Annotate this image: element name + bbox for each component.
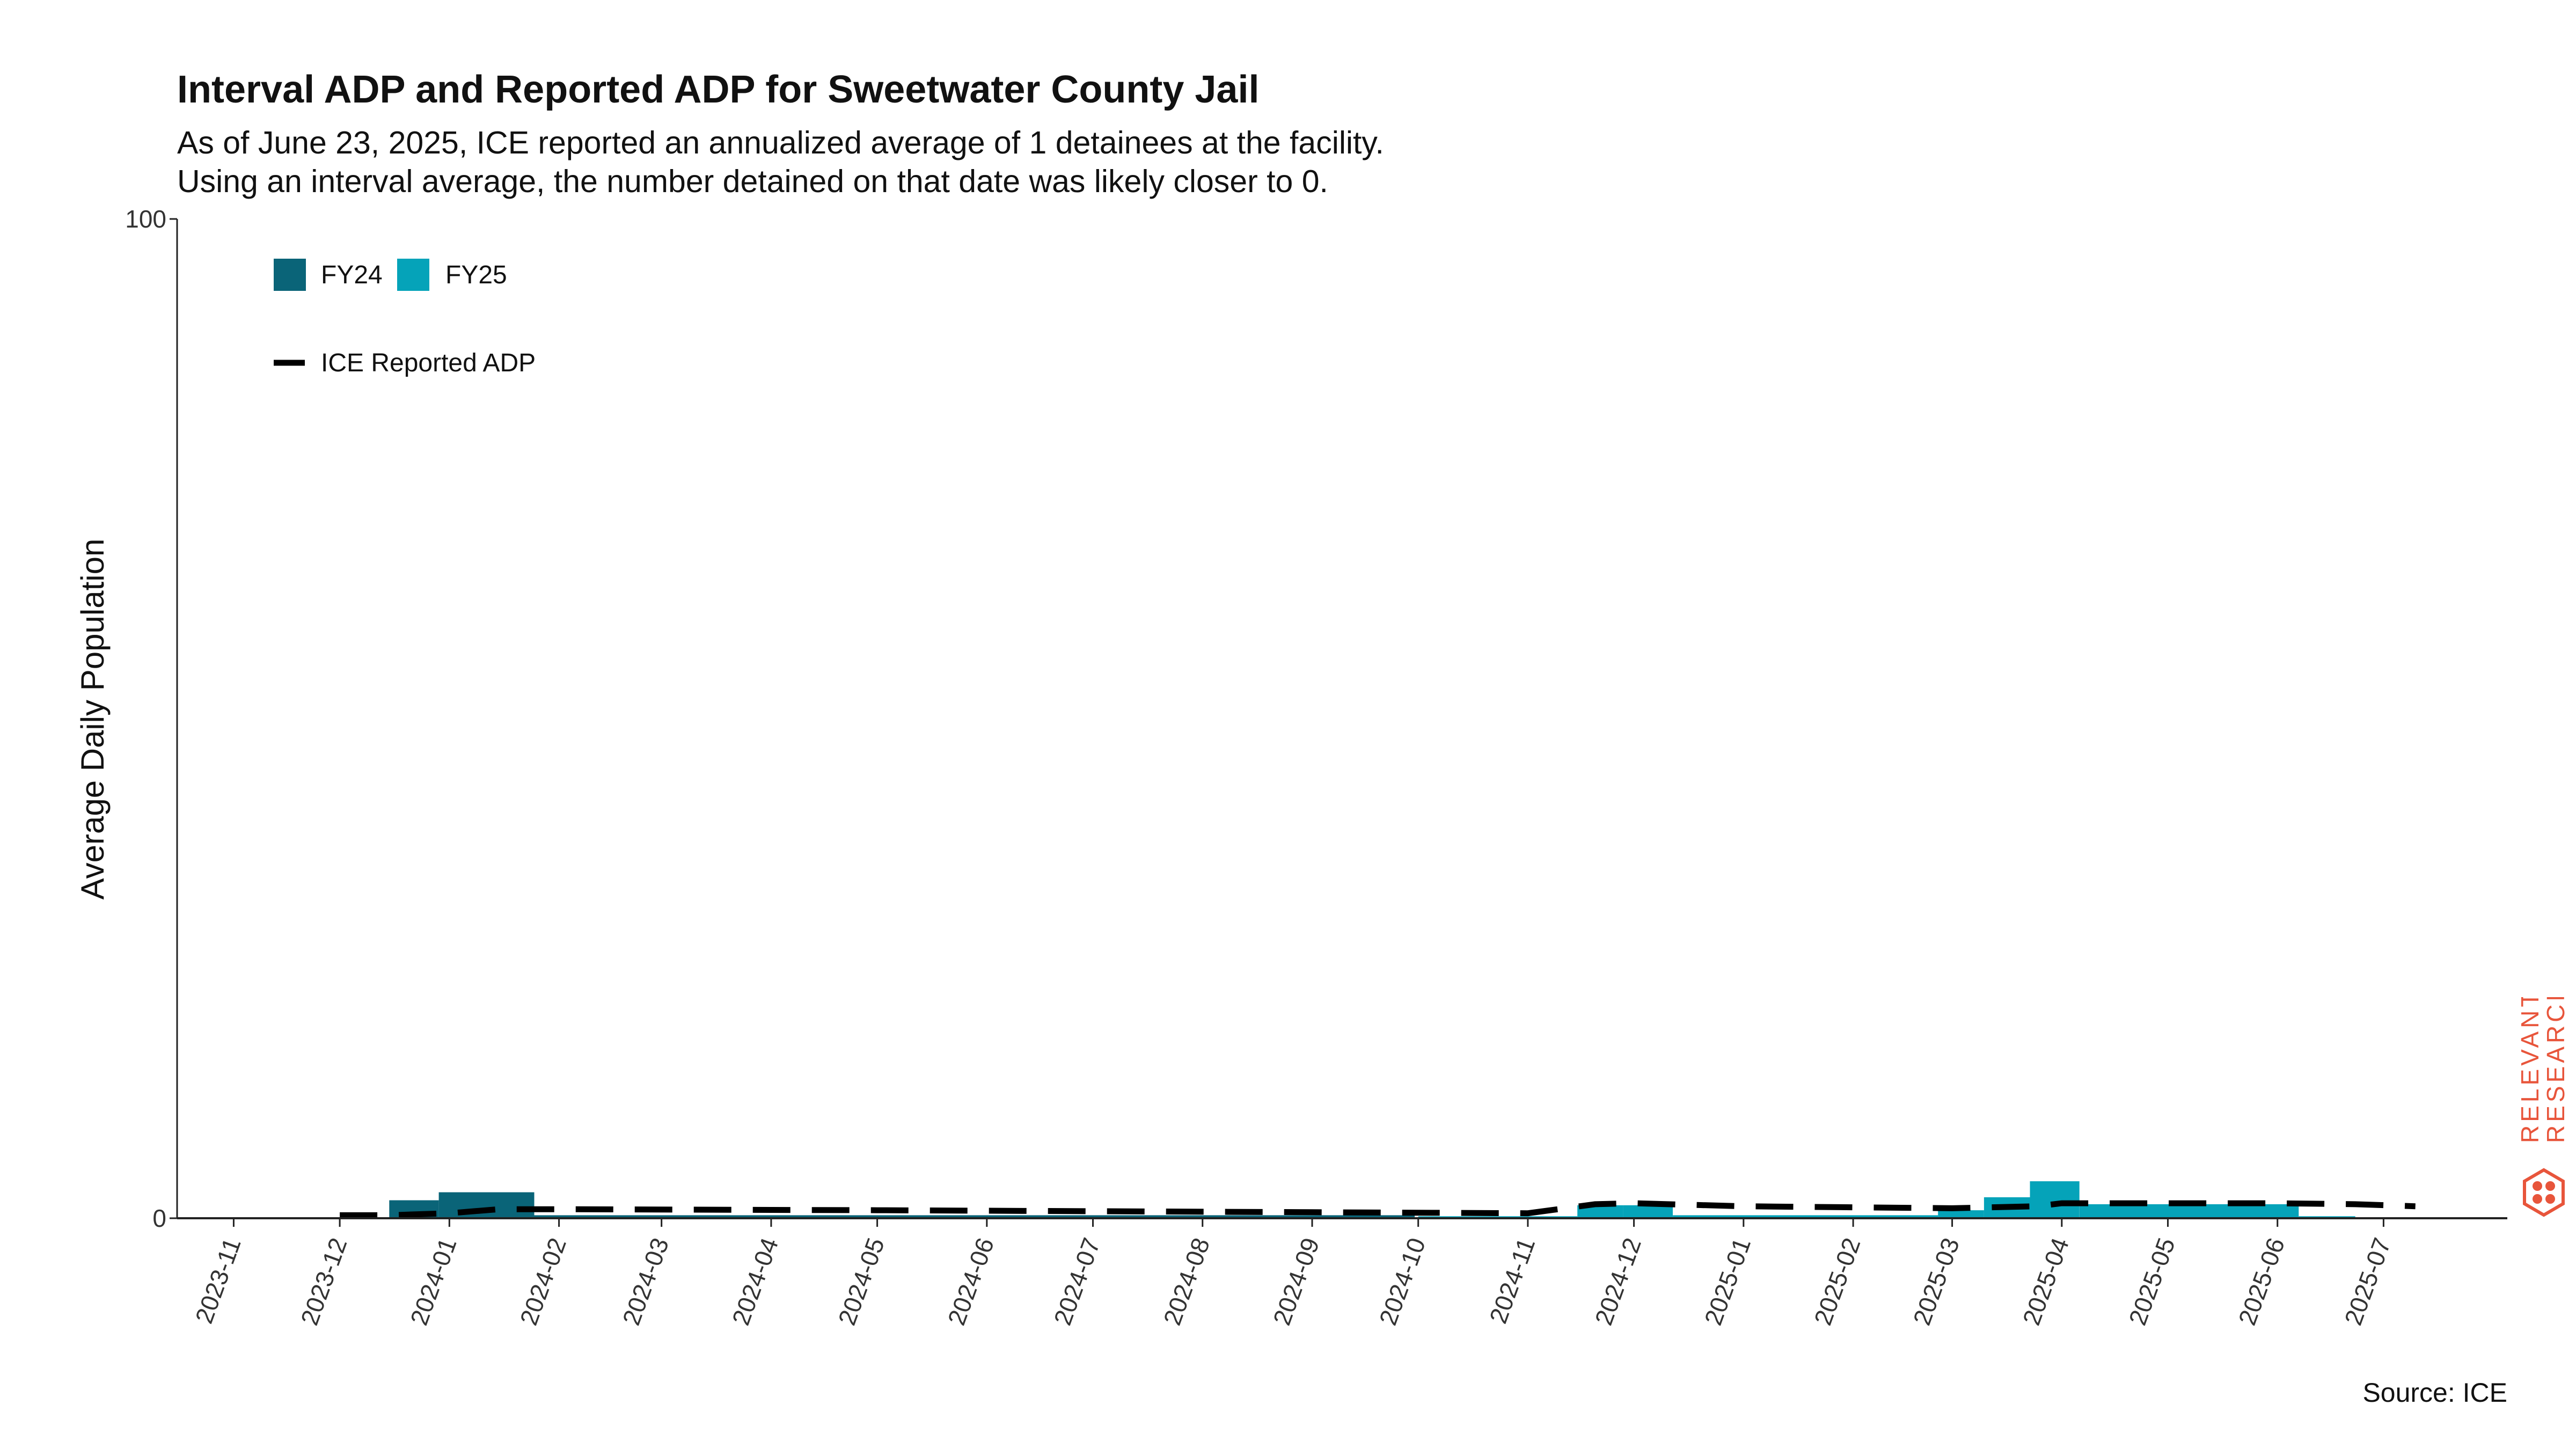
chart-subtitle-line-2: Using an interval average, the number de… — [177, 164, 1328, 199]
bar-fy25-6 — [2030, 1181, 2080, 1218]
relevant-research-logo: RELEVANT RESEARCH — [2516, 997, 2570, 1217]
bar-fy25-4 — [1938, 1210, 1984, 1218]
x-tick-label-3: 2024-02 — [514, 1234, 572, 1329]
x-tick-label-11: 2024-10 — [1373, 1234, 1431, 1329]
chart-title: Interval ADP and Reported ADP for Sweetw… — [177, 68, 1260, 111]
y-axis-ticks: 0 100 — [125, 205, 177, 1232]
reported-adp-line — [340, 1200, 2416, 1218]
x-tick-label-14: 2025-01 — [1699, 1234, 1757, 1329]
x-tick-label-17: 2025-04 — [2017, 1234, 2075, 1329]
legend-swatch-fy25 — [397, 259, 429, 291]
x-tick-label-10: 2024-09 — [1268, 1234, 1325, 1329]
x-tick-label-9: 2024-08 — [1158, 1234, 1215, 1329]
source-note: Source: ICE — [2362, 1378, 2507, 1408]
x-tick-label-20: 2025-07 — [2339, 1234, 2396, 1329]
x-tick-label-2: 2024-01 — [405, 1234, 462, 1329]
legend: FY24 FY25 ICE Reported ADP — [274, 259, 536, 377]
legend-label-reported-adp: ICE Reported ADP — [321, 349, 536, 377]
reported-adp-layer — [340, 1200, 2416, 1218]
logo-text-relevant: RELEVANT — [2516, 997, 2544, 1143]
logo-hexagon-icon — [2523, 1168, 2565, 1217]
bar-fy25-2 — [1623, 1205, 1673, 1218]
x-tick-label-13: 2024-12 — [1589, 1234, 1646, 1329]
x-tick-label-8: 2024-07 — [1048, 1234, 1106, 1329]
x-tick-label-4: 2024-03 — [617, 1234, 674, 1329]
y-axis-label: Average Daily Population — [75, 539, 111, 900]
legend-swatch-fy24 — [274, 259, 306, 291]
x-tick-label-18: 2025-05 — [2123, 1234, 2180, 1329]
legend-label-fy25: FY25 — [445, 261, 507, 289]
x-tick-label-7: 2024-06 — [942, 1234, 1000, 1329]
bar-fy25-3 — [1673, 1215, 1938, 1218]
bar-fy24-2 — [534, 1215, 1415, 1218]
x-tick-label-12: 2024-11 — [1484, 1234, 1540, 1327]
x-tick-label-15: 2025-02 — [1809, 1234, 1866, 1329]
chart-subtitle-line-1: As of June 23, 2025, ICE reported an ann… — [177, 125, 1384, 160]
x-tick-label-0: 2023-11 — [189, 1234, 246, 1327]
x-tick-label-6: 2024-05 — [832, 1234, 890, 1329]
x-tick-label-5: 2024-04 — [727, 1234, 784, 1329]
bar-fy25-7 — [2079, 1204, 2299, 1218]
logo-text-research: RESEARCH — [2542, 997, 2570, 1143]
x-tick-label-19: 2025-06 — [2233, 1234, 2290, 1329]
bars-layer — [389, 1181, 2355, 1218]
x-tick-label-16: 2025-03 — [1907, 1234, 1965, 1329]
bar-fy24-1 — [438, 1192, 535, 1218]
y-tick-label-1: 100 — [125, 205, 166, 233]
x-axis-ticks: 2023-11 2023-12 2024-01 2024-02 2024-03 2024-… — [189, 1218, 2396, 1329]
y-tick-label-0: 0 — [152, 1204, 166, 1232]
legend-label-fy24: FY24 — [321, 261, 383, 289]
x-tick-label-1: 2023-12 — [295, 1234, 353, 1329]
